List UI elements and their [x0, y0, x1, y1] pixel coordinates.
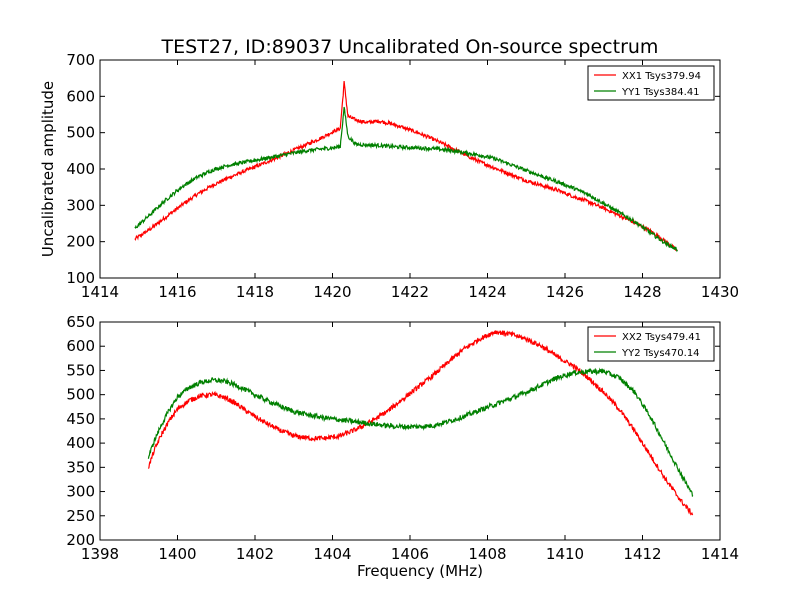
legend-box	[587, 65, 715, 101]
y-axis-label: Uncalibrated amplitude	[39, 81, 57, 257]
y-tick-label: 600	[66, 87, 95, 105]
x-tick-label: 1414	[81, 283, 119, 301]
series-line-2	[134, 106, 678, 253]
y-tick-label: 100	[66, 269, 95, 287]
legend: XX2 Tsys479.41 YY2 Tsys470.14	[587, 326, 715, 362]
y-tick-label: 550	[66, 361, 95, 379]
top-spectrum-panel: 1414 1416 1418 1420 1422 1424 1426 1428 1430 100 2…	[39, 51, 739, 301]
y-tick-label: 250	[66, 507, 95, 525]
y-tick-label: 200	[66, 233, 95, 251]
series-line-1	[147, 330, 694, 516]
x-tick-label: 1418	[236, 283, 274, 301]
y-tick-label: 650	[66, 313, 95, 331]
x-tick-label: 1420	[313, 283, 351, 301]
x-axis-label: Frequency (MHz)	[357, 562, 483, 580]
x-tick-label: 1404	[313, 545, 351, 563]
bottom-spectrum-panel: 1398 1400 1402 1404 1406 1408 1410 1412 1414 200 2…	[66, 313, 739, 580]
x-tick-label: 1410	[546, 545, 584, 563]
legend-box	[587, 326, 715, 362]
y-tick-label: 700	[66, 51, 95, 69]
legend-label: XX2 Tsys479.41	[622, 332, 701, 343]
series-line-2	[147, 367, 694, 498]
y-tick-label: 400	[66, 434, 95, 452]
x-tick-label: 1422	[391, 283, 429, 301]
y-tick-label: 400	[66, 160, 95, 178]
y-tick-label: 600	[66, 337, 95, 355]
y-tick-label: 300	[66, 196, 95, 214]
legend-label: YY1 Tsys384.41	[621, 87, 700, 98]
x-tick-label: 1402	[236, 545, 274, 563]
x-tick-label: 1400	[158, 545, 196, 563]
x-tick-label: 1408	[468, 545, 506, 563]
x-tick-label: 1416	[158, 283, 196, 301]
y-tick-label: 200	[66, 531, 95, 549]
x-tick-label: 1430	[701, 283, 739, 301]
x-tick-label: 1426	[546, 283, 584, 301]
legend-label: XX1 Tsys379.94	[622, 71, 701, 82]
legend-label: YY2 Tsys470.14	[621, 348, 700, 359]
x-tick-label: 1412	[623, 545, 661, 563]
legend: XX1 Tsys379.94 YY1 Tsys384.41	[587, 65, 715, 101]
y-tick-label: 500	[66, 386, 95, 404]
y-tick-label: 500	[66, 124, 95, 142]
y-tick-label: 350	[66, 458, 95, 476]
x-tick-label: 1398	[81, 545, 119, 563]
x-tick-label: 1424	[468, 283, 506, 301]
x-tick-label: 1414	[701, 545, 739, 563]
series-line-1	[134, 81, 678, 252]
figure-title: TEST27, ID:89037 Uncalibrated On-source …	[161, 36, 659, 58]
x-tick-label: 1406	[391, 545, 429, 563]
x-tick-label: 1428	[623, 283, 661, 301]
y-tick-label: 450	[66, 410, 95, 428]
y-tick-label: 300	[66, 483, 95, 501]
